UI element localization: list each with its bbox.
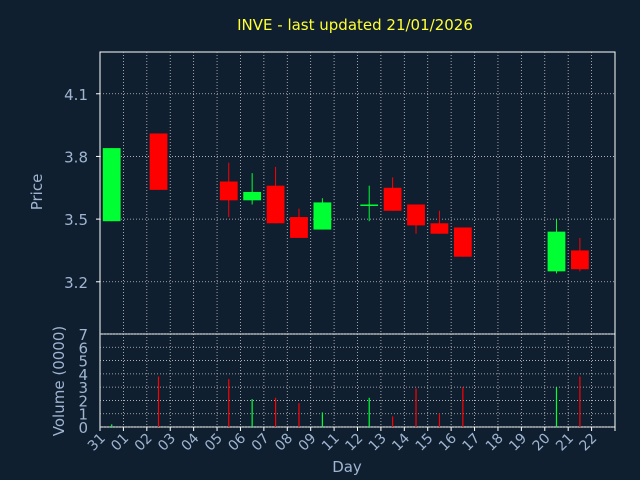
volume-tick-label: 5 bbox=[78, 353, 88, 371]
candle bbox=[243, 173, 262, 205]
price-tick-label: 4.1 bbox=[64, 86, 88, 104]
volume-bar bbox=[415, 388, 417, 427]
candle bbox=[313, 198, 332, 230]
x-axis-label: Day bbox=[332, 458, 362, 476]
candle bbox=[430, 210, 449, 234]
volume-tick-label: 1 bbox=[78, 406, 88, 424]
volume-bar bbox=[298, 403, 300, 427]
volume-tick-label: 0 bbox=[78, 419, 88, 437]
candle-body bbox=[102, 148, 121, 222]
volume-bar bbox=[157, 376, 160, 427]
candle-body bbox=[430, 223, 449, 234]
candle-body bbox=[407, 204, 425, 226]
candle bbox=[290, 208, 308, 238]
candle-body bbox=[266, 185, 285, 224]
candle bbox=[360, 185, 379, 222]
volume-bar bbox=[579, 376, 581, 427]
volume-tick-label: 4 bbox=[78, 366, 88, 384]
price-tick-label: 3.5 bbox=[64, 211, 88, 229]
candle-body bbox=[383, 187, 402, 211]
candle-body bbox=[453, 227, 472, 257]
candle bbox=[407, 204, 425, 234]
volume-bar bbox=[392, 416, 394, 427]
volume-bar bbox=[438, 413, 441, 427]
volume-tick-label: 3 bbox=[78, 379, 88, 397]
volume-bar bbox=[555, 387, 558, 427]
candle bbox=[219, 162, 238, 218]
price-axis-label: Price bbox=[28, 174, 46, 211]
candle bbox=[102, 148, 121, 222]
candle-body bbox=[219, 181, 238, 201]
candle bbox=[453, 227, 472, 257]
candle bbox=[570, 237, 589, 272]
candle-body bbox=[360, 204, 379, 206]
candle bbox=[266, 166, 285, 224]
volume-bar bbox=[251, 399, 253, 427]
volume-tick-label: 6 bbox=[78, 339, 88, 357]
chart-title: INVE - last updated 21/01/2026 bbox=[237, 16, 473, 34]
volume-tick-label: 2 bbox=[78, 392, 88, 410]
volume-tick-label: 7 bbox=[78, 326, 88, 344]
volume-axis-label: Volume (0000) bbox=[50, 326, 68, 436]
candle bbox=[383, 177, 402, 211]
candle bbox=[149, 133, 168, 190]
volume-bar bbox=[274, 397, 277, 427]
candle-body bbox=[290, 217, 308, 238]
volume-bar bbox=[368, 397, 370, 427]
candle bbox=[547, 219, 566, 274]
price-tick-label: 3.2 bbox=[64, 274, 88, 292]
candle-body bbox=[547, 231, 566, 272]
price-panel: 3.2 3.5 3.8 4.1 bbox=[64, 51, 616, 335]
volume-bar bbox=[228, 379, 230, 427]
candle-body bbox=[149, 133, 168, 190]
price-tick-label: 3.8 bbox=[64, 148, 88, 166]
volume-bar bbox=[462, 387, 464, 427]
candle-body bbox=[313, 202, 332, 230]
candle-body bbox=[570, 250, 589, 270]
volume-bar bbox=[321, 412, 323, 427]
candle-body bbox=[243, 191, 262, 201]
volume-bar bbox=[111, 424, 113, 427]
